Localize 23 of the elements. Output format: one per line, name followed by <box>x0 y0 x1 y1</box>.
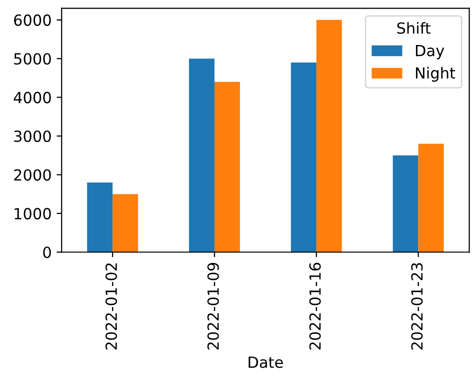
y-tick-label: 4000 <box>14 92 51 104</box>
legend-title: Shift <box>397 22 431 34</box>
bar <box>112 194 138 252</box>
y-tick-label: 1000 <box>14 208 51 220</box>
y-tick-label: 2000 <box>14 169 51 181</box>
y-tick-label: 3000 <box>14 130 51 142</box>
bar <box>418 144 444 252</box>
y-tick-label: 6000 <box>14 14 51 26</box>
legend-label: Day <box>416 44 444 60</box>
bar <box>189 58 214 252</box>
x-tick-label: 2022-01-16 <box>309 262 321 350</box>
x-tick-label: 2022-01-02 <box>105 263 118 350</box>
bar <box>214 82 240 252</box>
x-tick-label: 2022-01-23 <box>411 263 423 350</box>
x-axis-title: Date <box>248 356 283 368</box>
x-tick-label: 2022-01-09 <box>207 262 219 350</box>
bar <box>290 62 316 252</box>
y-tick-label: 0 <box>43 246 51 258</box>
bar <box>316 20 342 252</box>
bar <box>392 155 418 252</box>
legend-label: Night <box>416 66 456 82</box>
bar <box>87 182 113 252</box>
y-tick-label: 5000 <box>14 53 51 65</box>
